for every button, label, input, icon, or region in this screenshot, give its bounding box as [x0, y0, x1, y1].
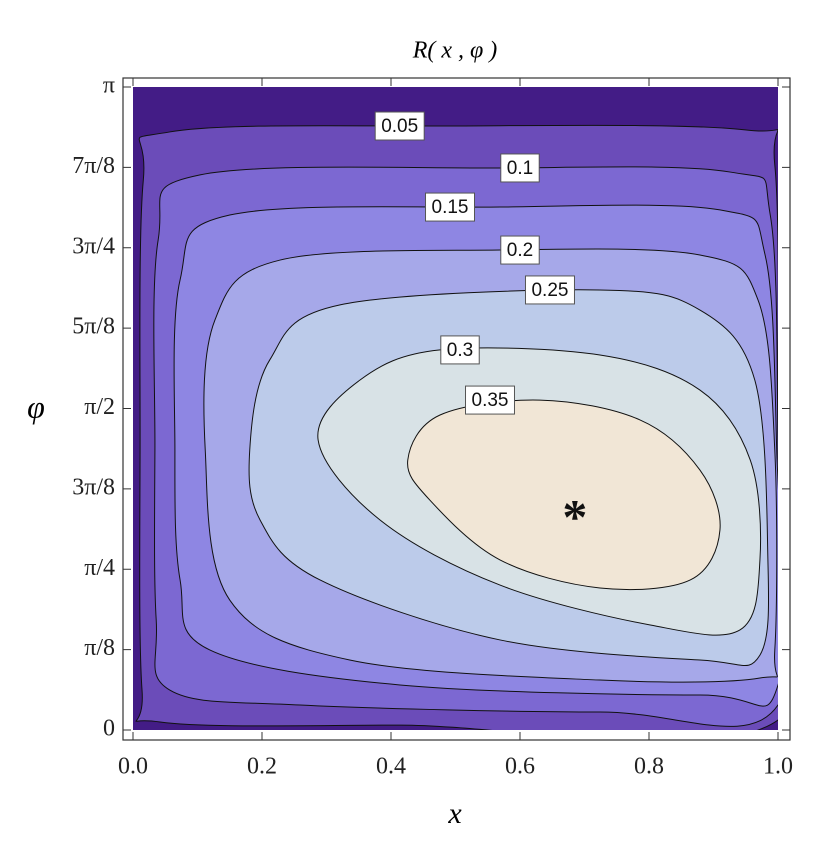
contour-label: 0.15	[425, 192, 475, 222]
contour-label-text: 0.35	[472, 390, 509, 411]
x-tick-label: 0.2	[247, 754, 277, 780]
y-tick-label: 7π/8	[72, 153, 115, 179]
contour-label-box	[374, 111, 425, 141]
x-tick-label: 0.0	[118, 754, 148, 780]
contour-label-box	[500, 153, 540, 183]
contour-label: 0.1	[500, 153, 540, 183]
contour-label-box	[440, 335, 480, 365]
contour-label: 0.05	[374, 111, 425, 141]
marker: *	[562, 488, 587, 544]
x-axis-label: x	[447, 797, 462, 830]
y-tick-label: π	[103, 73, 115, 99]
contour-label: 0.3	[440, 335, 480, 365]
overlay: 0.05 0.1 0.15 0.2 0.25 0.3 0.35 *	[374, 111, 587, 544]
contour-label-box	[500, 235, 540, 265]
chart-title: R( x , φ )	[412, 38, 498, 64]
contour-label: 0.2	[500, 235, 540, 265]
x-tick-label: 1.0	[763, 754, 793, 780]
y-tick-label: π/8	[84, 635, 115, 661]
contour-label-text: 0.15	[432, 197, 469, 218]
contour-label: 0.35	[465, 385, 515, 415]
y-tick-label: 3π/4	[72, 233, 115, 259]
contour-label-text: 0.3	[447, 340, 473, 361]
y-axis-label: φ	[27, 388, 45, 424]
contour-label-text: 0.2	[507, 240, 533, 261]
x-tick-label: 0.6	[505, 754, 535, 780]
contour-label-box	[465, 385, 515, 415]
y-tick-label: π/2	[84, 394, 115, 420]
y-tick-label: π/4	[84, 555, 115, 581]
contour-label-text: 0.1	[507, 158, 533, 179]
contour-label-box	[425, 192, 475, 222]
contour-label-text: 0.25	[531, 280, 568, 301]
y-tick-label: 0	[103, 716, 115, 742]
x-tick-label: 0.4	[376, 754, 406, 780]
contour-label-box	[524, 275, 575, 305]
contour-label-text: 0.05	[381, 116, 418, 137]
plot-area	[133, 87, 778, 730]
y-tick-label: 5π/8	[72, 314, 115, 340]
contour-label: 0.25	[524, 275, 575, 305]
y-tick-label: 3π/8	[72, 474, 115, 500]
x-tick-label: 0.8	[634, 754, 664, 780]
